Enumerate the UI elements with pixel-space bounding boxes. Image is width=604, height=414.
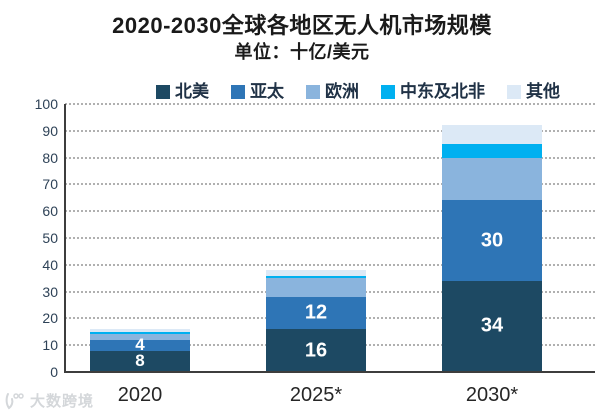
x-axis-label-2030*: 2030*	[465, 384, 519, 406]
bar-value-2020-亚太: 4	[135, 335, 145, 355]
legend-swatch-icon	[156, 84, 170, 99]
y-tick-label-40: 40	[42, 256, 58, 273]
y-tick-label-10: 10	[42, 337, 58, 354]
legend-label: 欧洲	[325, 82, 359, 101]
chart-title: 2020-2030全球各地区无人机市场规模	[112, 13, 492, 38]
x-axis-line	[64, 371, 595, 373]
y-axis-line	[64, 104, 66, 372]
y-tick-label-20: 20	[42, 310, 58, 327]
gridline-90	[65, 129, 595, 132]
bar-2020-欧洲	[90, 334, 190, 340]
x-axis-label-2020: 2020	[117, 384, 163, 406]
x-axis-label-2025*: 2025*	[289, 384, 343, 406]
chart-unit-subtitle: 单位：十亿/美元	[234, 42, 370, 62]
gridline-50	[65, 237, 595, 239]
gridline-60	[65, 210, 595, 213]
bar-2025*-欧洲	[266, 278, 366, 297]
bar-2030*-其他	[442, 125, 542, 145]
gridline-80	[65, 156, 595, 159]
watermark-text: 大数跨境	[30, 393, 95, 410]
bar-2030*-中东及北非	[442, 144, 542, 158]
bar-2030*-北美	[442, 280, 542, 372]
dashu-logo-icon	[5, 392, 24, 409]
legend-swatch-icon	[231, 84, 245, 99]
legend-item-2: 亚太	[231, 83, 284, 100]
y-tick-label-90: 90	[42, 122, 58, 139]
legend-item-3: 欧洲	[306, 83, 359, 100]
watermark: 大数跨境	[4, 390, 94, 411]
bar-2020-北美	[90, 350, 190, 372]
bar-2020-中东及北非	[90, 331, 190, 335]
legend-item-4: 中东及北非	[381, 83, 485, 100]
y-tick-label-30: 30	[42, 283, 58, 300]
y-tick-label-100: 100	[34, 96, 58, 112]
gridline-70	[65, 183, 595, 186]
bar-2025*-中东及北非	[266, 275, 366, 279]
gridline-40	[65, 263, 595, 266]
legend-item-5: 其他	[507, 83, 560, 100]
y-tick-label-70: 70	[42, 176, 58, 193]
bar-2030*-亚太	[442, 200, 542, 281]
bar-2020-其他	[90, 329, 190, 332]
legend-swatch-icon	[507, 84, 521, 99]
bar-value-2030*-北美: 34	[480, 314, 504, 337]
bar-2025*-北美	[266, 329, 366, 372]
legend-label: 亚太	[250, 82, 284, 101]
bar-value-2025*-亚太: 12	[304, 301, 328, 324]
legend-label: 北美	[175, 82, 209, 101]
bar-value-2025*-北美: 16	[304, 339, 328, 362]
legend-swatch-icon	[381, 84, 395, 99]
y-tick-label-0: 0	[50, 364, 58, 380]
legend-item-1: 北美	[156, 83, 209, 100]
bar-2020-亚太	[90, 339, 190, 351]
bar-value-2030*-亚太: 30	[480, 229, 504, 252]
bar-2030*-欧洲	[442, 157, 542, 201]
y-tick-label-60: 60	[42, 203, 58, 220]
y-tick-label-50: 50	[42, 230, 58, 246]
gridline-100	[65, 103, 595, 105]
bar-value-2020-北美: 8	[135, 351, 145, 371]
legend-label: 其他	[526, 82, 560, 101]
y-tick-label-80: 80	[42, 149, 58, 166]
chart-legend: 北美 亚太 欧洲 中东及北非 其他	[156, 83, 560, 100]
legend-label: 中东及北非	[400, 82, 485, 101]
bar-2025*-其他	[266, 270, 366, 276]
legend-swatch-icon	[306, 84, 320, 99]
bar-2025*-亚太	[266, 296, 366, 330]
